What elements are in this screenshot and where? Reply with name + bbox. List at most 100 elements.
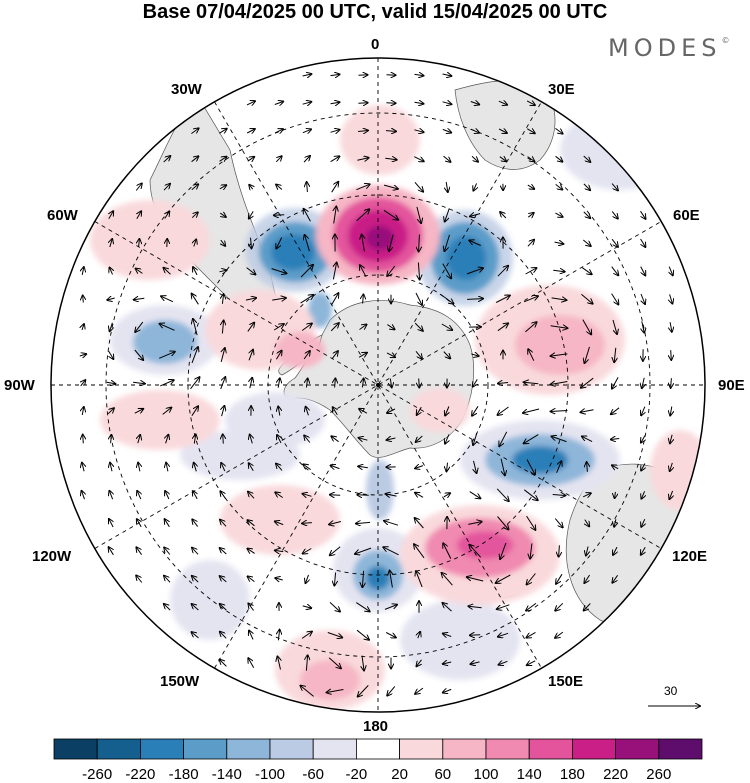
colorbar-swatch	[442, 738, 487, 760]
wind-vector	[106, 382, 116, 384]
wind-vector	[362, 379, 363, 388]
wind-vector	[162, 408, 172, 415]
wind-vector	[246, 267, 256, 275]
wind-vector	[245, 298, 256, 300]
wind-vector	[527, 573, 536, 585]
wind-vector	[496, 488, 509, 501]
wind-vector	[471, 662, 480, 664]
wind-vector	[247, 157, 254, 161]
lon-label-60w: 60W	[47, 207, 78, 224]
colorbar-tick-label: 60	[434, 766, 451, 783]
wind-vector	[441, 323, 452, 330]
wind-vector	[552, 436, 567, 443]
wind-vector	[193, 267, 197, 276]
lon-label-180: 180	[363, 718, 389, 735]
wind-vector	[642, 377, 644, 388]
lon-label-120w: 120W	[32, 548, 72, 565]
wind-vector	[107, 408, 114, 415]
wind-vector	[387, 438, 396, 440]
wind-vector	[109, 211, 113, 220]
wind-vector	[500, 458, 505, 476]
wind-vector	[82, 463, 84, 472]
wind-vector	[303, 494, 312, 497]
wind-vector	[302, 129, 311, 132]
wind-vector	[612, 319, 617, 334]
wind-vector	[584, 574, 591, 583]
wind-vector	[611, 293, 619, 305]
wind-vector	[275, 156, 281, 163]
wind-vector	[583, 155, 591, 162]
wind-vector	[328, 657, 341, 669]
wind-vector	[474, 460, 477, 473]
wind-vector	[166, 435, 169, 444]
wind-vector	[363, 295, 364, 304]
wind-vector	[495, 296, 510, 303]
wind-vector	[276, 464, 283, 471]
wind-vector	[110, 322, 113, 331]
wind-vector	[468, 522, 481, 525]
wind-vector	[301, 324, 312, 331]
wind-vector	[442, 129, 451, 132]
colorbar-tick-label: -180	[169, 766, 199, 783]
wind-vector	[108, 350, 114, 359]
wind-vector	[553, 270, 564, 271]
colorbar-swatch	[399, 738, 444, 760]
wind-vector	[166, 463, 168, 472]
colorbar-swatch	[485, 738, 530, 760]
wind-vector	[528, 213, 533, 217]
wind-vector	[418, 262, 419, 280]
colorbar-swatch	[269, 738, 314, 760]
colorbar-swatch	[53, 738, 98, 760]
wind-vector	[330, 323, 339, 332]
wind-vector	[415, 350, 422, 358]
wind-vector	[304, 209, 311, 222]
wind-vector	[523, 296, 538, 303]
wind-vector	[360, 265, 367, 278]
wind-vector	[473, 183, 476, 190]
wind-vector	[164, 548, 171, 555]
wind-vector	[249, 463, 254, 472]
wind-vector	[497, 604, 510, 609]
wind-vector	[445, 434, 449, 443]
wind-vector	[192, 294, 199, 305]
wind-vector	[356, 629, 369, 640]
wind-vector	[417, 406, 422, 415]
wind-vector	[414, 181, 423, 191]
wind-vector	[414, 102, 424, 103]
wind-vector	[222, 294, 223, 304]
wind-vector	[415, 493, 424, 498]
wind-vector	[190, 377, 200, 390]
wind-vector	[640, 210, 646, 219]
lon-label-150w: 150W	[160, 673, 200, 690]
wind-vector	[331, 293, 339, 306]
wind-vector	[109, 547, 114, 556]
colorbar-swatch	[312, 738, 357, 760]
wind-vector	[278, 630, 279, 641]
wind-vector	[587, 462, 588, 472]
wind-vector	[527, 185, 534, 189]
wind-vector	[356, 209, 370, 222]
wind-vector	[331, 351, 338, 360]
wind-vector	[362, 235, 365, 252]
wind-vector	[447, 462, 448, 472]
wind-vector	[443, 493, 450, 497]
wind-vector	[219, 129, 226, 134]
wind-vector	[248, 576, 255, 582]
wind-vector	[414, 322, 423, 331]
wind-vector	[415, 687, 424, 694]
wind-vector	[164, 604, 171, 611]
wind-vector	[221, 239, 225, 246]
wind-vector	[329, 602, 340, 611]
wind-vector	[440, 293, 454, 303]
colorbar-tick-label: 180	[560, 766, 585, 783]
map-title: Base 07/04/2025 00 UTC, valid 15/04/2025…	[142, 1, 608, 23]
wind-vector	[219, 157, 227, 162]
wind-vector	[164, 576, 171, 583]
wind-vector	[469, 545, 482, 558]
wind-vector	[586, 546, 588, 556]
colorbar-swatch	[139, 738, 184, 760]
wind-vector	[669, 266, 673, 276]
wind-vector	[277, 435, 281, 444]
wind-vector	[526, 459, 535, 475]
wind-vector	[442, 263, 451, 279]
